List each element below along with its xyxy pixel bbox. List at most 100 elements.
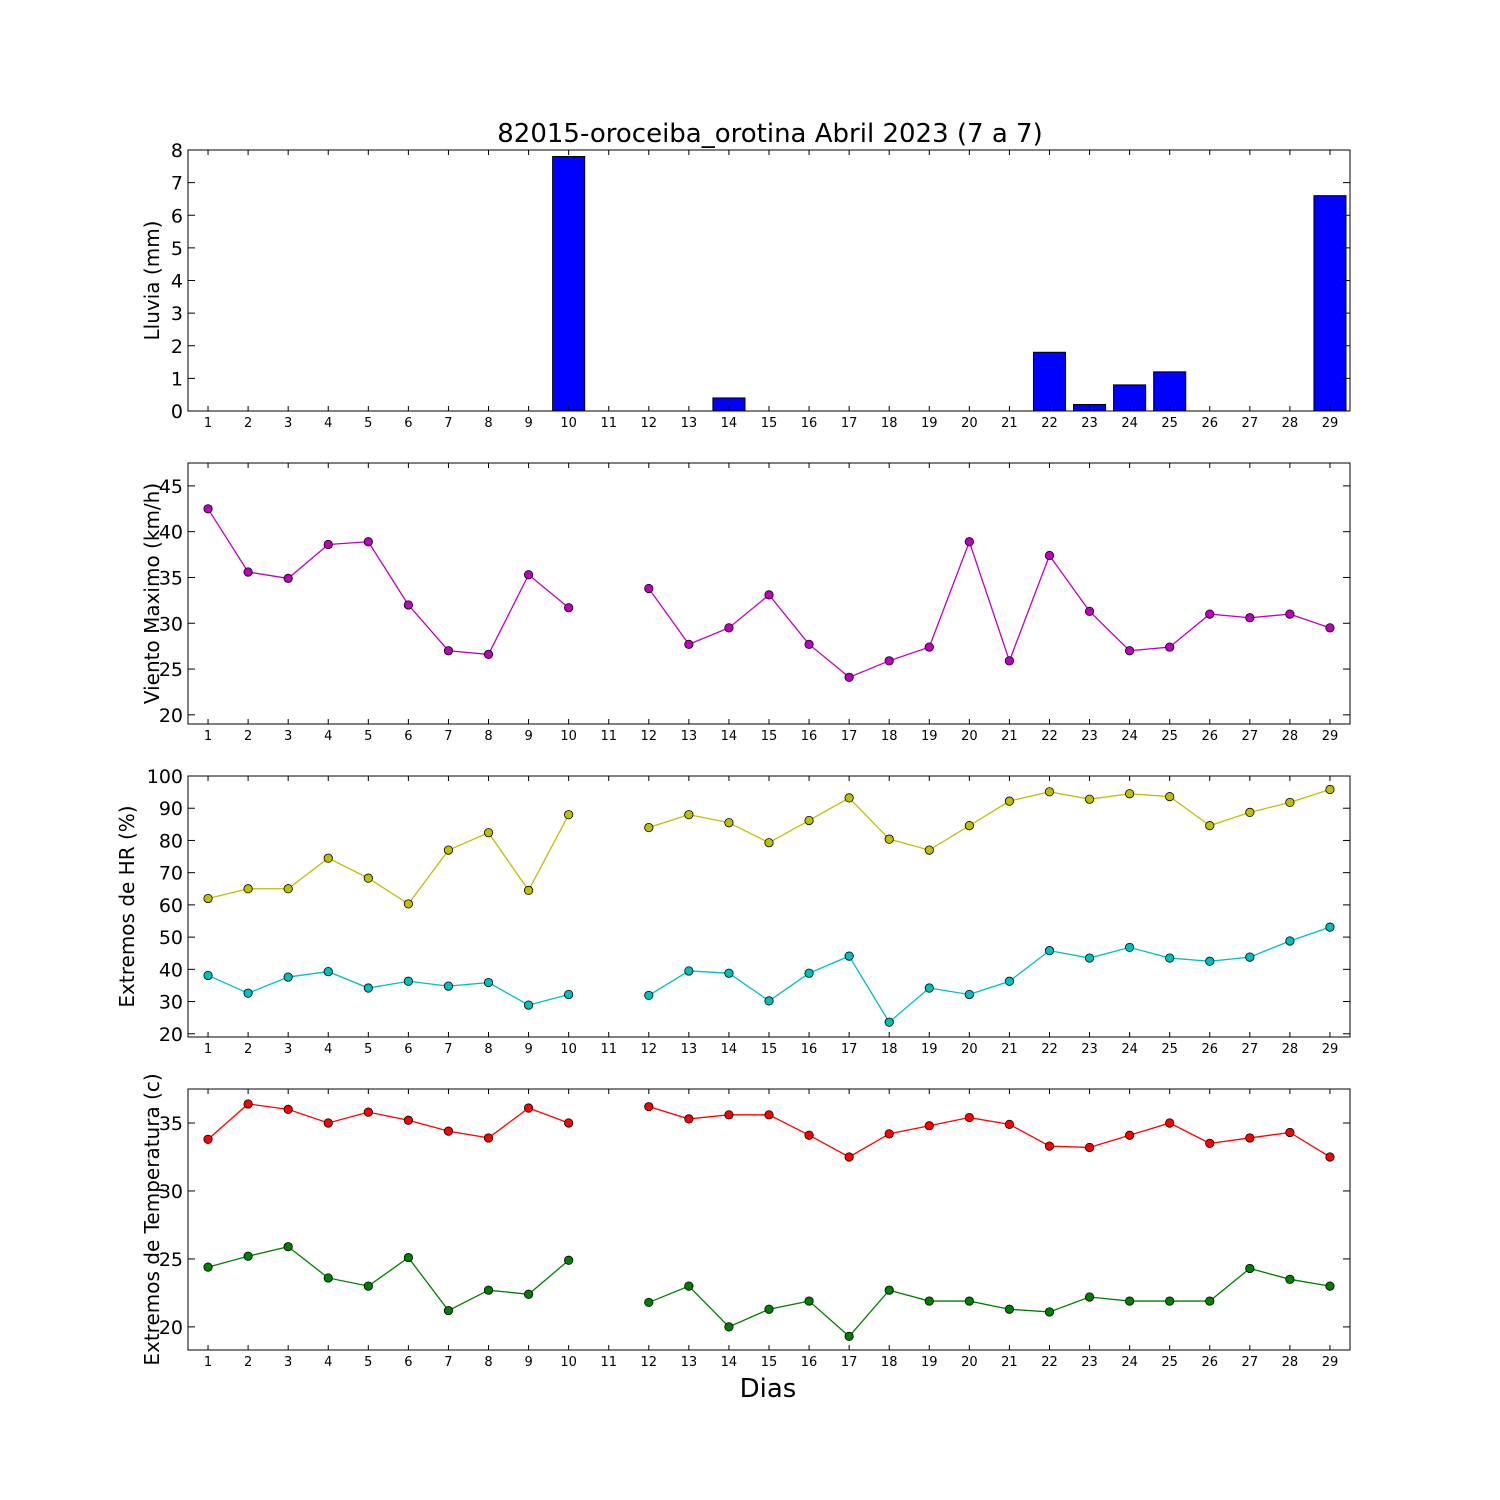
series-2-line-1 bbox=[207, 1245, 570, 1312]
point-day-14 bbox=[724, 1322, 734, 1332]
x-tick-label: 18 bbox=[881, 1042, 898, 1057]
y-tick-label: 2 bbox=[171, 336, 183, 358]
x-tick-label: 19 bbox=[921, 729, 938, 744]
point-day-1 bbox=[203, 970, 213, 981]
bar-day-25 bbox=[1153, 371, 1187, 412]
point-day-27 bbox=[1245, 1263, 1255, 1274]
x-tick-label: 5 bbox=[364, 1042, 372, 1057]
y-tick-label: 0 bbox=[171, 401, 183, 423]
y-tick-label: 30 bbox=[159, 1181, 183, 1203]
point-day-22 bbox=[1044, 787, 1055, 797]
x-tick-label: 25 bbox=[1161, 729, 1178, 744]
x-tick-label: 29 bbox=[1322, 1042, 1339, 1057]
series-1-line-1 bbox=[207, 1103, 569, 1140]
x-tick-label: 9 bbox=[524, 729, 532, 744]
point-day-21 bbox=[1004, 1119, 1015, 1129]
point-day-29 bbox=[1325, 784, 1335, 795]
point-day-23 bbox=[1084, 606, 1095, 616]
x-tick-label: 17 bbox=[841, 729, 858, 744]
point-day-8 bbox=[483, 1133, 494, 1143]
x-tick-label: 4 bbox=[324, 416, 332, 431]
x-tick-label: 18 bbox=[881, 416, 898, 431]
x-tick-label: 25 bbox=[1161, 1042, 1178, 1057]
point-day-6 bbox=[403, 1115, 413, 1125]
x-tick-label: 23 bbox=[1081, 729, 1098, 744]
point-day-24 bbox=[1125, 789, 1135, 799]
point-day-20 bbox=[964, 1112, 974, 1123]
point-day-27 bbox=[1245, 1133, 1255, 1143]
x-tick-label: 15 bbox=[761, 416, 778, 431]
point-day-26 bbox=[1205, 821, 1215, 831]
series-2-line-2 bbox=[648, 1267, 1331, 1338]
x-tick-label: 22 bbox=[1041, 1355, 1058, 1370]
x-tick-label: 11 bbox=[600, 416, 617, 431]
point-day-12 bbox=[644, 1102, 654, 1112]
y-axis-label: Extremos de HR (%) bbox=[115, 805, 139, 1007]
point-day-25 bbox=[1165, 792, 1175, 802]
x-tick-label: 19 bbox=[921, 1355, 938, 1370]
x-tick-label: 13 bbox=[681, 1355, 698, 1370]
x-tick-label: 15 bbox=[761, 729, 778, 744]
point-day-12 bbox=[644, 583, 654, 594]
point-day-21 bbox=[1004, 976, 1015, 986]
x-tick-label: 29 bbox=[1322, 1355, 1339, 1370]
point-day-17 bbox=[844, 793, 854, 803]
x-tick-label: 8 bbox=[484, 1355, 492, 1370]
point-day-18 bbox=[884, 1285, 894, 1295]
point-day-12 bbox=[644, 1297, 654, 1308]
point-day-25 bbox=[1165, 642, 1175, 652]
point-day-13 bbox=[684, 966, 694, 976]
y-tick-label: 90 bbox=[159, 798, 183, 820]
point-day-27 bbox=[1245, 952, 1255, 962]
x-tick-label: 24 bbox=[1121, 1355, 1138, 1370]
point-day-28 bbox=[1285, 936, 1295, 946]
x-tick-label: 13 bbox=[681, 416, 698, 431]
point-day-28 bbox=[1285, 797, 1295, 808]
point-day-9 bbox=[523, 1000, 534, 1010]
x-tick-label: 1 bbox=[204, 1355, 212, 1370]
point-day-16 bbox=[804, 639, 814, 649]
point-day-21 bbox=[1004, 796, 1015, 806]
x-tick-label: 3 bbox=[284, 1042, 292, 1057]
point-day-14 bbox=[724, 968, 734, 978]
x-tick-label: 14 bbox=[721, 1042, 738, 1057]
x-tick-label: 2 bbox=[244, 416, 252, 431]
point-day-16 bbox=[804, 1130, 814, 1140]
y-tick-label: 40 bbox=[159, 522, 183, 544]
point-day-1 bbox=[203, 1262, 213, 1272]
x-tick-label: 6 bbox=[404, 1355, 412, 1370]
x-tick-label: 9 bbox=[524, 416, 532, 431]
point-day-21 bbox=[1004, 1304, 1015, 1314]
x-tick-label: 18 bbox=[881, 1355, 898, 1370]
point-day-7 bbox=[443, 1305, 454, 1316]
point-day-18 bbox=[884, 1129, 894, 1139]
point-day-19 bbox=[924, 845, 934, 855]
point-day-25 bbox=[1165, 953, 1175, 963]
point-day-13 bbox=[684, 1114, 694, 1124]
x-tick-label: 28 bbox=[1282, 1355, 1299, 1370]
x-tick-label: 15 bbox=[761, 1042, 778, 1057]
x-tick-label: 21 bbox=[1001, 1355, 1018, 1370]
point-day-5 bbox=[363, 983, 373, 993]
y-tick-label: 1 bbox=[171, 368, 183, 390]
point-day-6 bbox=[403, 899, 413, 909]
series-1 bbox=[203, 784, 1335, 909]
x-tick-label: 12 bbox=[641, 416, 658, 431]
series-1-line-1 bbox=[207, 814, 570, 905]
panels: 1 2 3 4 5 6 7 8 9 10 11 12 13 14 15 16 17 18 19 20 21 22 23 24 2… bbox=[115, 140, 1351, 1370]
bar-day-22 bbox=[1032, 351, 1067, 412]
point-day-28 bbox=[1285, 1127, 1295, 1138]
point-day-18 bbox=[884, 656, 894, 666]
y-axis-label: Viento Maximo (km/h) bbox=[140, 483, 164, 704]
x-tick-label: 2 bbox=[244, 1355, 252, 1370]
point-day-8 bbox=[483, 1285, 494, 1295]
x-tick-label: 3 bbox=[284, 416, 292, 431]
x-tick-label: 16 bbox=[801, 1355, 818, 1370]
x-tick-label: 27 bbox=[1242, 729, 1259, 744]
point-day-1 bbox=[203, 893, 213, 904]
point-day-6 bbox=[403, 1252, 413, 1263]
y-tick-label: 80 bbox=[159, 830, 183, 852]
x-tick-label: 12 bbox=[641, 1355, 658, 1370]
panel-3: 1 2 3 4 5 6 7 8 9 10 11 12 13 14 15 16 17 18 19 20 21 22 23 24 2… bbox=[115, 766, 1351, 1057]
x-tick-label: 28 bbox=[1282, 729, 1299, 744]
